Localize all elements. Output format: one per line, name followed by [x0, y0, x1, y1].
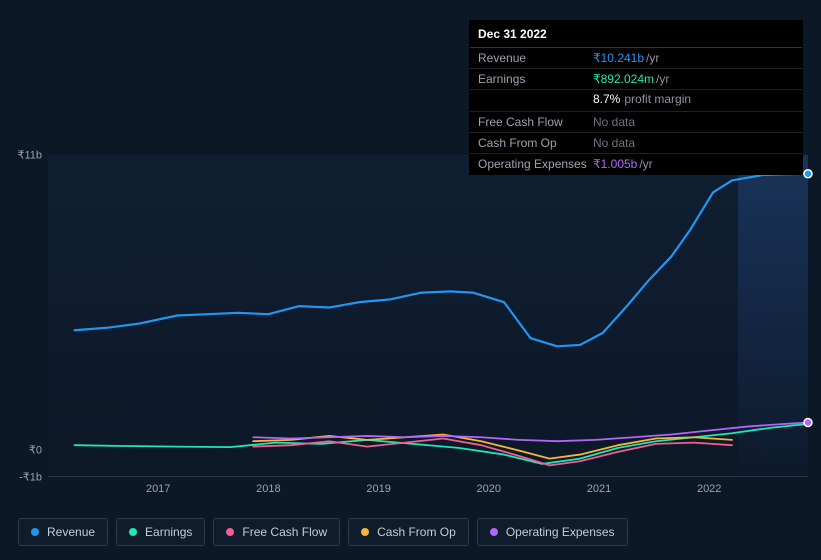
chart-lines	[48, 155, 808, 476]
tooltip-row: Free Cash FlowNo data	[470, 112, 802, 133]
tooltip-label: Operating Expenses	[478, 157, 593, 171]
x-tick-label: 2020	[477, 483, 501, 495]
series-line	[253, 439, 732, 466]
tooltip-label: Earnings	[478, 72, 593, 86]
data-tooltip: Dec 31 2022 Revenue₹10.241b/yrEarnings₹8…	[469, 20, 803, 175]
chart-area: ₹11b₹0-₹1b 201720182019202020212022	[18, 155, 808, 500]
legend-dot-icon	[361, 528, 369, 536]
legend-label: Earnings	[145, 525, 192, 539]
legend-item[interactable]: Operating Expenses	[477, 518, 628, 546]
y-axis-labels: ₹11b₹0-₹1b	[16, 155, 46, 500]
tooltip-label: Cash From Op	[478, 136, 593, 150]
x-tick-label: 2017	[146, 483, 170, 495]
tooltip-row: Revenue₹10.241b/yr	[470, 48, 802, 69]
legend: Revenue Earnings Free Cash Flow Cash From O…	[18, 518, 628, 546]
legend-item[interactable]: Revenue	[18, 518, 108, 546]
tooltip-date: Dec 31 2022	[470, 21, 802, 48]
series-line	[253, 422, 808, 441]
series-line	[75, 424, 808, 464]
tooltip-value: ₹892.024m/yr	[593, 72, 794, 86]
legend-item[interactable]: Earnings	[116, 518, 205, 546]
series-line	[75, 174, 808, 347]
legend-label: Free Cash Flow	[242, 525, 327, 539]
tooltip-value: No data	[593, 115, 794, 129]
y-tick-label: ₹0	[29, 444, 42, 457]
legend-item[interactable]: Free Cash Flow	[213, 518, 340, 546]
series-end-marker	[804, 419, 812, 427]
y-tick-label: -₹1b	[19, 471, 42, 484]
plot-area[interactable]	[48, 155, 808, 477]
series-end-marker	[804, 170, 812, 178]
x-tick-label: 2018	[256, 483, 280, 495]
legend-label: Operating Expenses	[506, 525, 615, 539]
legend-dot-icon	[31, 528, 39, 536]
tooltip-row: Earnings₹892.024m/yr	[470, 69, 802, 90]
tooltip-value: ₹1.005b/yr	[593, 157, 794, 171]
tooltip-label: Revenue	[478, 51, 593, 65]
tooltip-value: ₹10.241b/yr	[593, 51, 794, 65]
x-tick-label: 2019	[366, 483, 390, 495]
legend-dot-icon	[129, 528, 137, 536]
tooltip-row: Operating Expenses₹1.005b/yr	[470, 154, 802, 174]
x-tick-label: 2022	[697, 483, 721, 495]
legend-dot-icon	[490, 528, 498, 536]
y-tick-label: ₹11b	[17, 149, 42, 162]
x-tick-label: 2021	[587, 483, 611, 495]
legend-item[interactable]: Cash From Op	[348, 518, 469, 546]
tooltip-value: No data	[593, 136, 794, 150]
legend-dot-icon	[226, 528, 234, 536]
tooltip-subrow: 8.7%profit margin	[470, 90, 802, 112]
tooltip-label: Free Cash Flow	[478, 115, 593, 129]
legend-label: Revenue	[47, 525, 95, 539]
tooltip-row: Cash From OpNo data	[470, 133, 802, 154]
legend-label: Cash From Op	[377, 525, 456, 539]
